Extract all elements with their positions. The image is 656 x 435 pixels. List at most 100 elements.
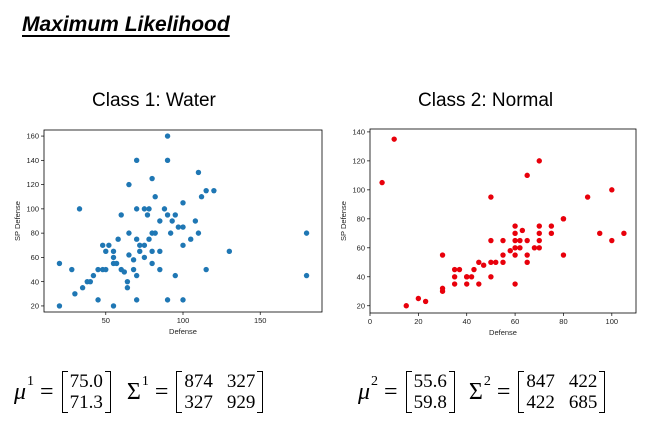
data-point — [451, 266, 458, 273]
data-point — [118, 212, 124, 218]
data-point — [456, 266, 463, 273]
data-point — [95, 266, 101, 273]
page-title: Maximum Likelihood — [22, 13, 230, 36]
data-point — [149, 260, 155, 267]
sigma-symbol: Σ — [468, 378, 483, 405]
data-point — [144, 212, 151, 218]
data-point — [87, 278, 94, 285]
y-tick-label: 80 — [31, 229, 39, 238]
data-point — [121, 269, 128, 275]
data-point — [451, 281, 458, 287]
data-point — [149, 248, 155, 255]
data-point — [164, 297, 171, 303]
data-point — [303, 272, 310, 279]
data-point — [103, 266, 109, 273]
data-point — [157, 266, 163, 273]
data-point — [476, 259, 482, 265]
data-point — [403, 303, 409, 309]
data-point — [517, 237, 523, 244]
x-axis-label: Defense — [489, 328, 517, 337]
data-point — [79, 285, 86, 291]
data-point — [188, 236, 194, 242]
data-point — [180, 200, 186, 206]
data-point — [507, 248, 513, 254]
data-point — [99, 242, 106, 248]
data-point — [110, 303, 117, 309]
data-point — [379, 179, 385, 186]
x-tick-label: 0 — [368, 317, 372, 326]
data-point — [609, 187, 615, 193]
mu-value: 59.8 — [413, 392, 447, 413]
data-point — [72, 291, 78, 297]
y-tick-label: 40 — [31, 277, 39, 286]
data-point — [56, 260, 63, 267]
mu-value: 71.3 — [69, 392, 103, 413]
data-point — [493, 259, 499, 265]
mu-symbol: μ — [358, 378, 371, 405]
mu-symbol: μ — [14, 378, 27, 405]
sigma-matrix: 847 422 422 685 — [518, 371, 606, 413]
x-axis-label: Defense — [169, 327, 197, 336]
data-point — [621, 230, 627, 237]
data-point — [500, 237, 506, 244]
y-tick-label: 20 — [31, 302, 39, 311]
y-tick-label: 100 — [26, 204, 39, 213]
y-tick-label: 80 — [357, 214, 365, 223]
x-tick-label: 100 — [606, 317, 619, 326]
data-point — [548, 230, 555, 237]
data-point — [69, 266, 75, 273]
data-point — [157, 218, 163, 224]
data-point — [500, 259, 506, 265]
data-point — [161, 206, 168, 212]
data-point — [226, 248, 233, 255]
y-axis-label: SP Defense — [339, 201, 348, 241]
equals-sign: = — [384, 378, 398, 405]
data-point — [512, 281, 518, 287]
data-point — [133, 297, 140, 303]
data-point — [512, 245, 518, 251]
data-point — [192, 218, 199, 224]
data-point — [584, 194, 591, 200]
y-tick-label: 160 — [26, 132, 39, 141]
data-point — [198, 194, 205, 200]
data-point — [124, 285, 131, 291]
data-point — [488, 194, 494, 200]
data-point — [512, 223, 518, 229]
sigma-value: 422 — [526, 392, 555, 413]
data-point — [464, 274, 470, 280]
data-point — [110, 248, 117, 255]
data-point — [133, 157, 140, 164]
data-point — [141, 206, 148, 212]
mu-vector: 55.6 59.8 — [405, 371, 455, 413]
data-point — [439, 252, 446, 258]
x-tick-label: 60 — [511, 317, 519, 326]
data-point — [115, 236, 121, 242]
data-point — [464, 281, 470, 287]
data-point — [512, 237, 518, 244]
y-tick-label: 40 — [357, 272, 365, 281]
data-point — [609, 237, 615, 244]
chart-title-class2: Class 2: Normal — [418, 90, 554, 111]
x-tick-label: 40 — [463, 317, 471, 326]
data-point — [180, 224, 186, 230]
data-point — [152, 194, 158, 200]
data-point — [203, 266, 209, 273]
data-point — [172, 272, 178, 279]
data-point — [146, 206, 152, 212]
sigma-value: 327 — [226, 371, 256, 392]
data-point — [195, 169, 202, 176]
data-point — [76, 206, 83, 212]
data-point — [56, 303, 63, 309]
data-point — [468, 274, 475, 280]
sigma-value: 685 — [568, 392, 598, 413]
plot-frame — [369, 128, 637, 314]
data-point — [130, 266, 137, 273]
data-point — [137, 242, 143, 248]
equation-class2: μ 2 = 55.6 59.8 Σ 2 = 847 422 422 685 — [358, 366, 606, 418]
equals-sign: = — [40, 378, 54, 405]
data-point — [146, 236, 152, 242]
data-point — [519, 227, 526, 234]
data-point — [175, 224, 182, 230]
data-point — [180, 242, 186, 248]
sigma-value: 874 — [184, 371, 213, 392]
